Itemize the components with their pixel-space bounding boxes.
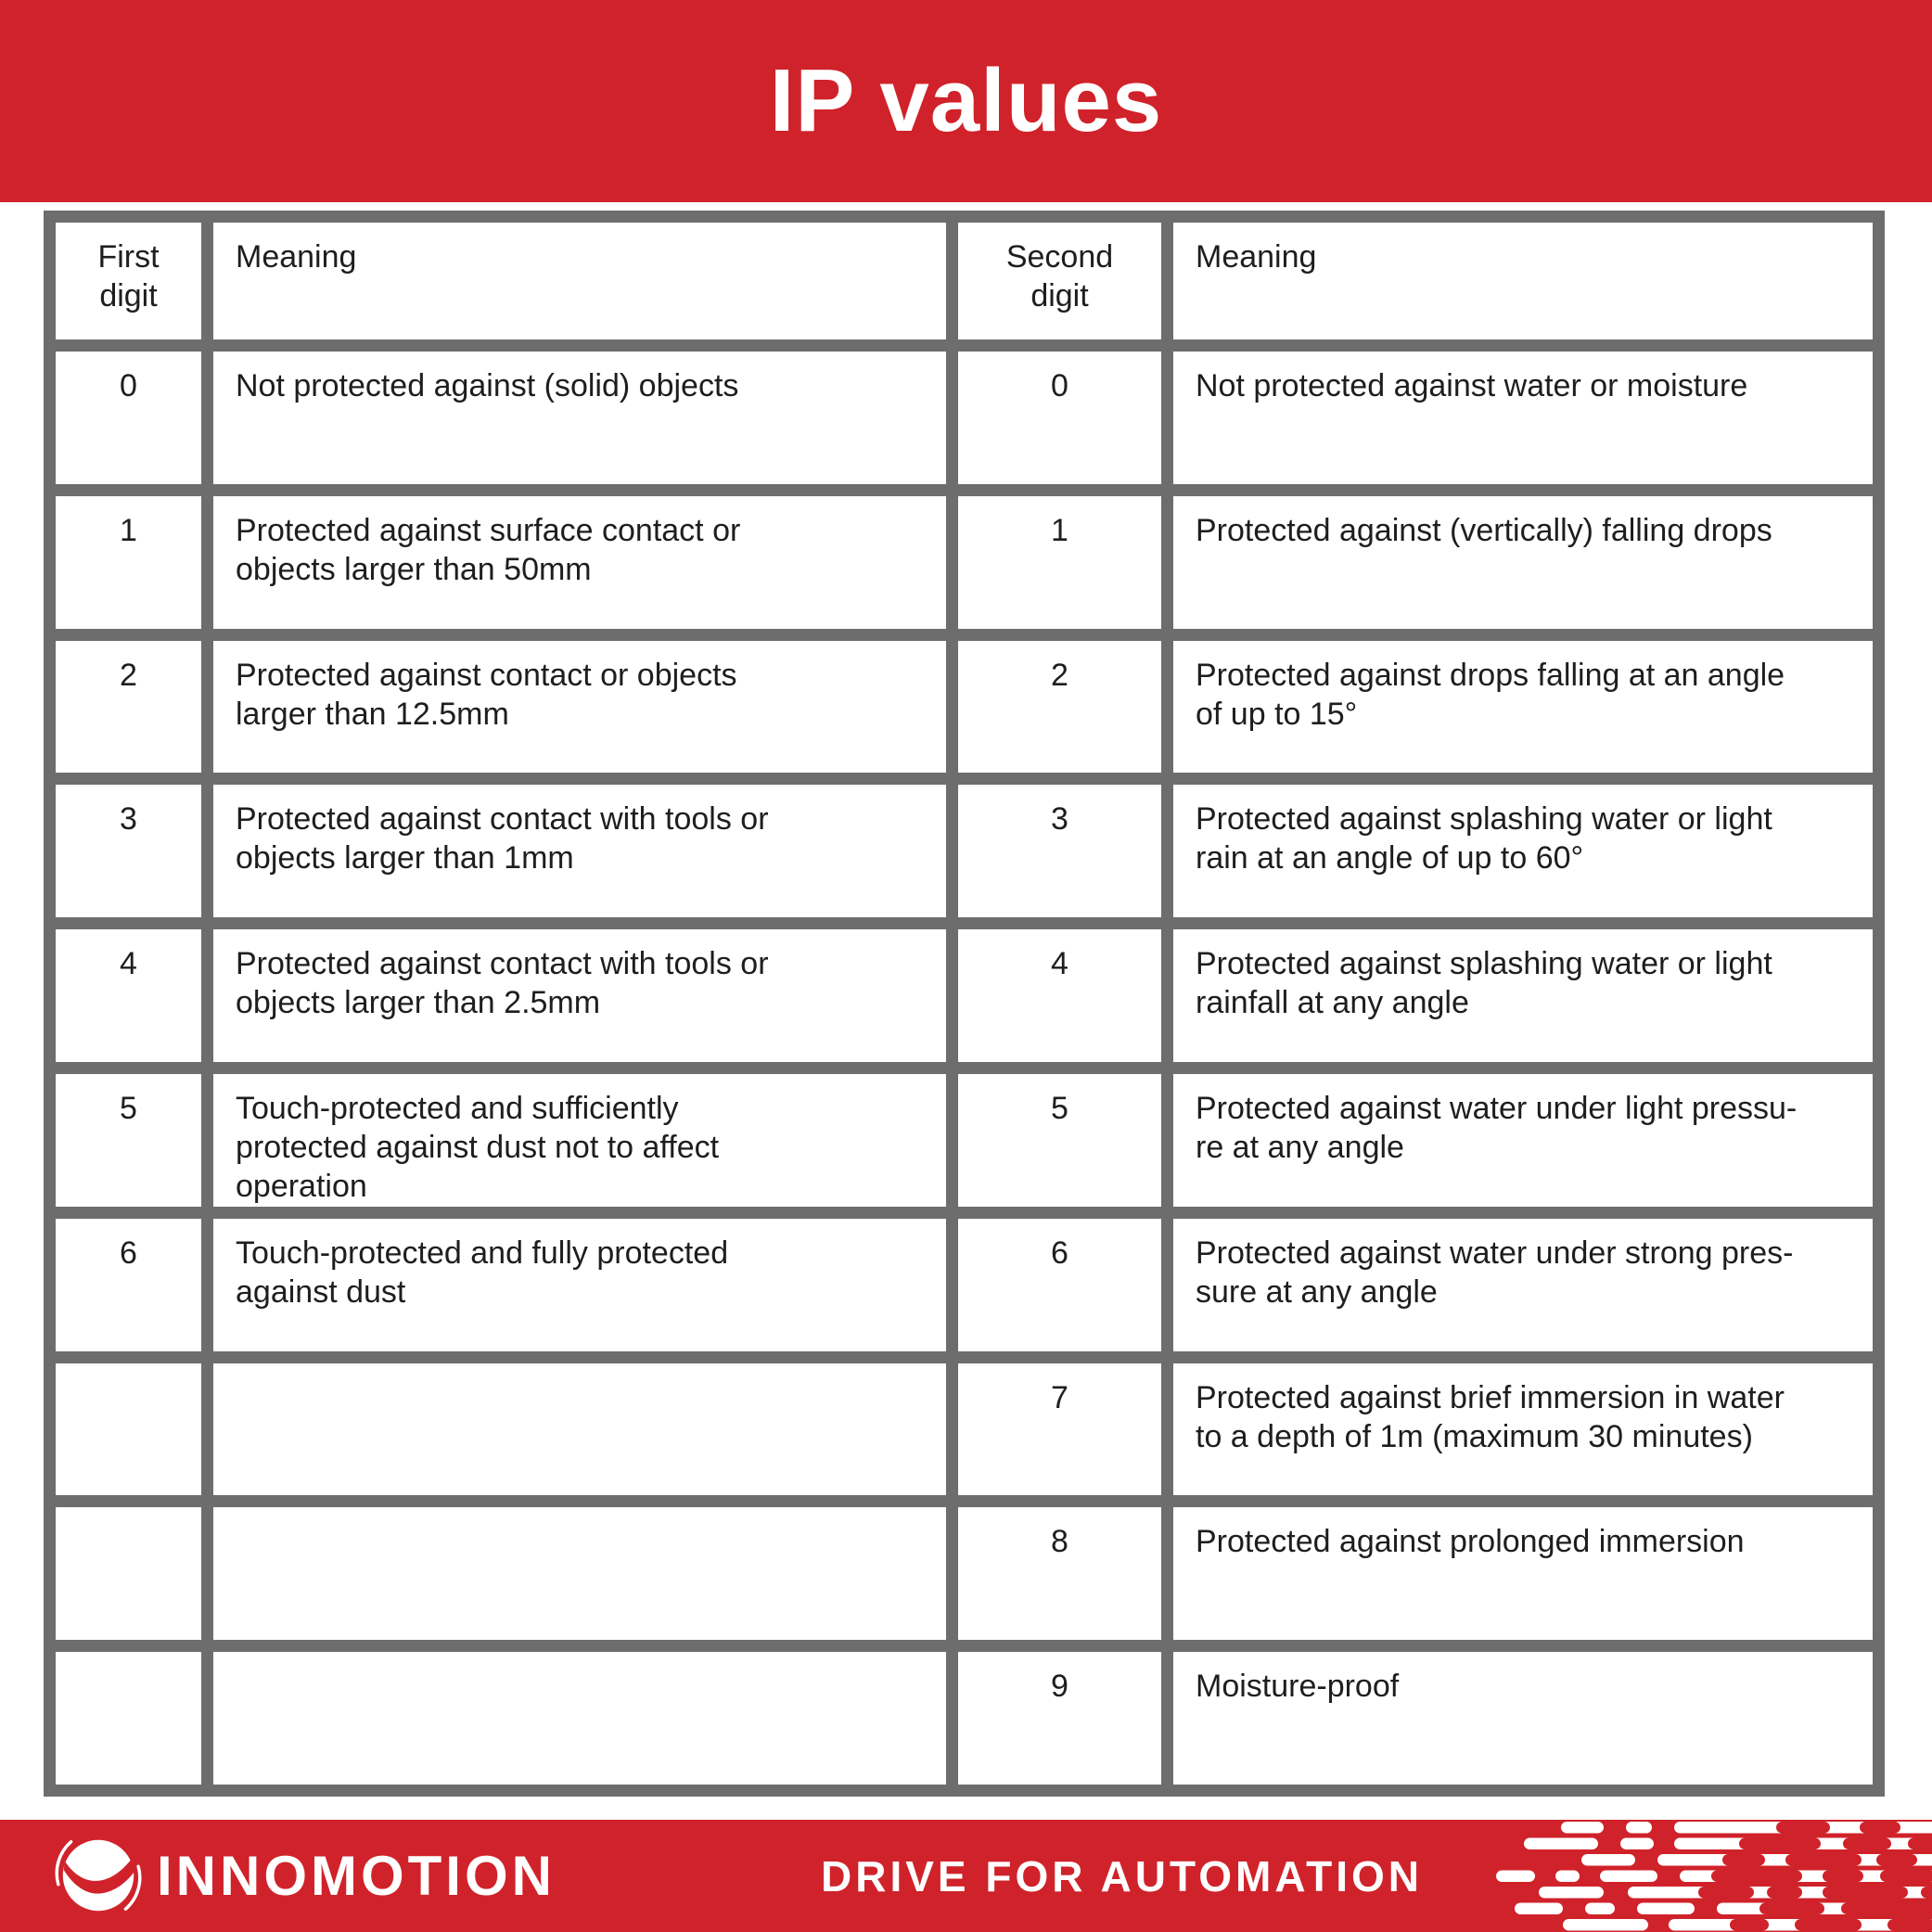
- first-digit-meaning: Protected against contact with tools or …: [213, 785, 946, 918]
- second-digit-meaning: Protected against water under strong pre…: [1173, 1218, 1873, 1351]
- second-digit-meaning: Protected against splashing water or lig…: [1173, 785, 1873, 918]
- first-digit-meaning-empty: [213, 1507, 946, 1641]
- second-digit-value: 9: [958, 1652, 1161, 1785]
- second-digit-value: 7: [958, 1363, 1161, 1496]
- second-digit-value: 2: [958, 640, 1161, 774]
- first-digit-value-empty: [56, 1507, 201, 1641]
- dash-pattern-decoration: [1496, 1822, 1932, 1931]
- second-digit-value: 8: [958, 1507, 1161, 1641]
- innomotion-logo-icon: [55, 1839, 142, 1912]
- first-digit-meaning: Protected against contact with tools or …: [213, 929, 946, 1062]
- first-digit-meaning: Protected against contact or objects lar…: [213, 640, 946, 774]
- second-digit-value: 5: [958, 1074, 1161, 1207]
- first-digit-value: 6: [56, 1218, 201, 1351]
- first-digit-meaning-empty: [213, 1652, 946, 1785]
- first-digit-value: 5: [56, 1074, 201, 1207]
- second-digit-meaning: Protected against (vertically) falling d…: [1173, 495, 1873, 629]
- second-digit-value: 6: [958, 1218, 1161, 1351]
- first-digit-meaning: Touch-protected and sufficiently protect…: [213, 1074, 946, 1207]
- first-digit-value-empty: [56, 1363, 201, 1496]
- second-digit-meaning: Protected against water under light pres…: [1173, 1074, 1873, 1207]
- header-banner: IP values: [0, 0, 1932, 202]
- col-header-meaning-left: Meaning: [213, 223, 946, 339]
- first-digit-value: 4: [56, 929, 201, 1062]
- col-header-meaning-right: Meaning: [1173, 223, 1873, 339]
- first-digit-meaning: Not protected against (solid) objects: [213, 352, 946, 484]
- brand-name: INNOMOTION: [157, 1845, 556, 1907]
- first-digit-value: 0: [56, 352, 201, 484]
- second-digit-value: 4: [958, 929, 1161, 1062]
- first-digit-meaning: Protected against surface contact or obj…: [213, 495, 946, 629]
- first-digit-meaning-empty: [213, 1363, 946, 1496]
- second-digit-meaning: Moisture-proof: [1173, 1652, 1873, 1785]
- first-digit-value: 2: [56, 640, 201, 774]
- col-header-second-digit: Second digit: [958, 223, 1161, 339]
- footer-tagline: DRIVE FOR AUTOMATION: [821, 1851, 1424, 1900]
- second-digit-meaning: Protected against drops falling at an an…: [1173, 640, 1873, 774]
- first-digit-meaning: Touch-protected and fully protected agai…: [213, 1218, 946, 1351]
- ip-values-table: First digit Meaning Second digit Meaning…: [44, 211, 1885, 1797]
- second-digit-meaning: Protected against brief immersion in wat…: [1173, 1363, 1873, 1496]
- second-digit-meaning: Protected against splashing water or lig…: [1173, 929, 1873, 1062]
- first-digit-value-empty: [56, 1652, 201, 1785]
- second-digit-value: 0: [958, 352, 1161, 484]
- footer-banner: INNOMOTION DRIVE FOR AUTOMATION: [0, 1820, 1932, 1932]
- col-header-first-digit: First digit: [56, 223, 201, 339]
- first-digit-value: 3: [56, 785, 201, 918]
- second-digit-meaning: Not protected against water or moisture: [1173, 352, 1873, 484]
- first-digit-value: 1: [56, 495, 201, 629]
- second-digit-value: 3: [958, 785, 1161, 918]
- page-title: IP values: [769, 51, 1163, 150]
- second-digit-meaning: Protected against prolonged immersion: [1173, 1507, 1873, 1641]
- second-digit-value: 1: [958, 495, 1161, 629]
